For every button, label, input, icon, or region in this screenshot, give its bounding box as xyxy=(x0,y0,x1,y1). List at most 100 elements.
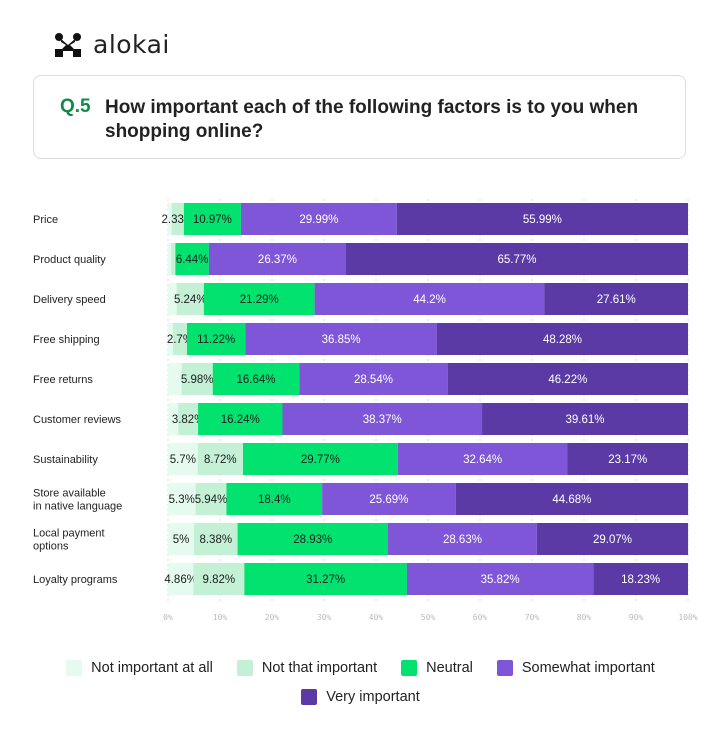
category-label: Local payment options xyxy=(33,528,105,553)
bar-segment xyxy=(226,483,323,515)
data-label: 16.64% xyxy=(236,374,275,386)
data-label: 29.07% xyxy=(593,534,632,546)
x-tick-label: 10% xyxy=(213,613,228,622)
brand-logo: alokai xyxy=(55,30,170,59)
data-label: 35.82% xyxy=(481,574,520,586)
data-label: 6.44% xyxy=(176,254,209,266)
data-label: 5.24% xyxy=(174,294,207,306)
category-label: Loyalty programs xyxy=(33,574,118,586)
category-label: Store available in native language xyxy=(33,488,122,513)
data-label: 8.72% xyxy=(204,454,237,466)
category-label: Free shipping xyxy=(33,334,100,346)
x-tick-label: 90% xyxy=(629,613,644,622)
bar-segment xyxy=(195,483,227,515)
data-label: 5.7% xyxy=(170,454,196,466)
x-tick-label: 80% xyxy=(577,613,592,622)
x-tick-label: 100% xyxy=(678,613,697,622)
bar-segment xyxy=(237,523,389,555)
legend: Not important at all Not that important Ne… xyxy=(0,660,721,718)
bar-segment xyxy=(183,203,241,235)
x-tick-label: 20% xyxy=(265,613,280,622)
data-label: 5.98% xyxy=(181,374,214,386)
data-label: 38.37% xyxy=(363,414,402,426)
data-label: 5.94% xyxy=(195,494,228,506)
data-label: 9.82% xyxy=(202,574,235,586)
bar-segment xyxy=(193,563,245,595)
data-label: 25.69% xyxy=(369,494,408,506)
x-tick-label: 50% xyxy=(421,613,436,622)
data-label: 28.63% xyxy=(443,534,482,546)
category-label: Customer reviews xyxy=(33,414,122,426)
data-label: 3.82% xyxy=(172,414,205,426)
bar-segment xyxy=(396,203,688,235)
bar-segment xyxy=(242,443,398,475)
data-label: 23.17% xyxy=(608,454,647,466)
legend-item: Neutral xyxy=(401,660,473,676)
bar-segment xyxy=(299,363,448,395)
bar-segment xyxy=(168,363,182,395)
bar-segment xyxy=(447,363,688,395)
bar-segment xyxy=(168,523,194,555)
data-label: 21.29% xyxy=(240,294,279,306)
x-tick-label: 30% xyxy=(317,613,332,622)
legend-swatch xyxy=(401,660,418,676)
legend-label: Somewhat important xyxy=(521,660,655,676)
data-label: 11.22% xyxy=(197,334,235,346)
legend-item: Very important xyxy=(301,689,420,705)
category-label: Price xyxy=(33,214,58,226)
data-label: 36.85% xyxy=(322,334,361,346)
legend-swatch xyxy=(66,660,83,676)
legend-label: Very important xyxy=(326,689,420,705)
bar-segment xyxy=(171,243,176,275)
question-text: How important each of the following fact… xyxy=(105,97,639,142)
x-tick-label: 40% xyxy=(369,613,384,622)
question-card: Q.5 How important each of the following … xyxy=(33,75,686,159)
data-label: 28.54% xyxy=(354,374,393,386)
x-tick-label: 60% xyxy=(473,613,488,622)
data-label: 4.86% xyxy=(164,574,197,586)
bar-segment xyxy=(244,563,407,595)
bar-segment xyxy=(208,243,346,275)
bar-segment xyxy=(168,243,172,275)
bar-segment xyxy=(168,203,172,235)
bar-segment xyxy=(172,323,187,355)
stacked-bar-chart: 0% 10% 20% 30% 40% 50% 60% 70% 80% 90% 100% Price 2.… xyxy=(33,199,698,622)
legend-label: Not important at all xyxy=(91,660,213,676)
legend-swatch xyxy=(236,660,253,676)
bar-segment xyxy=(168,323,173,355)
bar-segment xyxy=(345,243,688,275)
bar-segment xyxy=(536,523,689,555)
data-label: 27.61% xyxy=(597,294,636,306)
data-label: 46.22% xyxy=(548,374,587,386)
bar-segment xyxy=(567,443,688,475)
legend-swatch xyxy=(301,689,318,705)
bar-segment xyxy=(455,483,689,515)
legend-swatch xyxy=(496,660,513,676)
bar-segment xyxy=(593,563,688,595)
data-label: 32.64% xyxy=(463,454,502,466)
bar-segment xyxy=(178,403,199,435)
bar-segment xyxy=(176,283,204,315)
bar-segment xyxy=(198,403,283,435)
bar-segment xyxy=(388,523,537,555)
category-label: Delivery speed xyxy=(33,294,106,306)
bar-segment xyxy=(322,483,456,515)
data-label: 29.77% xyxy=(301,454,340,466)
data-label: 48.28% xyxy=(543,334,582,346)
bar-segment xyxy=(240,203,397,235)
bar-segment xyxy=(203,283,315,315)
legend-label: Neutral xyxy=(426,660,473,676)
bar-segment xyxy=(212,363,300,395)
legend-item: Not important at all xyxy=(66,660,213,676)
bar-segment xyxy=(406,563,594,595)
bar-segment xyxy=(282,403,483,435)
data-label: 39.61% xyxy=(566,414,605,426)
legend-label: Not that important xyxy=(261,660,378,676)
bar-segment xyxy=(186,323,246,355)
bar-segment xyxy=(197,443,243,475)
data-label: 28.93% xyxy=(293,534,332,546)
legend-item: Somewhat important xyxy=(496,660,655,676)
bar-segment xyxy=(168,483,196,515)
bar-segment xyxy=(168,403,179,435)
